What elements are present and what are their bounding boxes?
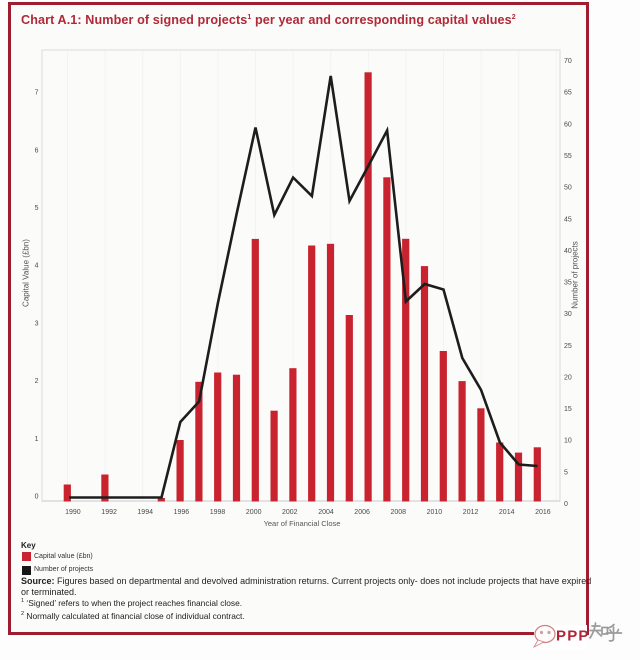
svg-text:1998: 1998 bbox=[210, 509, 226, 516]
svg-text:Year of Financial Close: Year of Financial Close bbox=[264, 519, 341, 528]
svg-text:55: 55 bbox=[564, 153, 572, 160]
svg-text:Capital Value (£bn): Capital Value (£bn) bbox=[22, 239, 31, 307]
svg-text:2016: 2016 bbox=[535, 509, 551, 516]
svg-text:1996: 1996 bbox=[174, 509, 190, 516]
svg-text:2002: 2002 bbox=[282, 509, 298, 516]
svg-text:50: 50 bbox=[564, 185, 572, 192]
svg-text:2000: 2000 bbox=[246, 509, 262, 516]
svg-text:5: 5 bbox=[564, 469, 568, 476]
svg-text:2006: 2006 bbox=[354, 509, 370, 516]
svg-text:70: 70 bbox=[564, 58, 572, 65]
svg-text:2012: 2012 bbox=[463, 509, 479, 516]
svg-text:30: 30 bbox=[564, 311, 572, 318]
svg-text:0: 0 bbox=[564, 501, 568, 508]
svg-text:2: 2 bbox=[35, 378, 39, 385]
svg-text:25: 25 bbox=[564, 343, 572, 350]
svg-text:10: 10 bbox=[564, 438, 572, 445]
svg-text:5: 5 bbox=[35, 205, 39, 212]
svg-text:20: 20 bbox=[564, 375, 572, 382]
svg-text:2014: 2014 bbox=[499, 509, 515, 516]
svg-text:60: 60 bbox=[564, 121, 572, 128]
svg-text:1994: 1994 bbox=[137, 509, 153, 516]
svg-text:45: 45 bbox=[564, 216, 572, 223]
svg-text:15: 15 bbox=[564, 406, 572, 413]
svg-text:1990: 1990 bbox=[65, 509, 81, 516]
svg-text:4: 4 bbox=[35, 263, 39, 270]
svg-text:Number of projects: Number of projects bbox=[571, 241, 580, 309]
svg-text:1: 1 bbox=[35, 436, 39, 443]
svg-text:0: 0 bbox=[35, 494, 39, 501]
svg-text:PPP: PPP bbox=[556, 628, 590, 645]
svg-text:1992: 1992 bbox=[101, 509, 117, 516]
svg-text:35: 35 bbox=[564, 280, 572, 287]
svg-text:3: 3 bbox=[35, 320, 39, 327]
svg-text:40: 40 bbox=[564, 248, 572, 255]
svg-text:2008: 2008 bbox=[391, 509, 407, 516]
svg-text:7: 7 bbox=[35, 90, 39, 97]
svg-text:2010: 2010 bbox=[427, 509, 443, 516]
svg-text:2004: 2004 bbox=[318, 509, 334, 516]
svg-text:6: 6 bbox=[35, 147, 39, 154]
svg-text:65: 65 bbox=[564, 90, 572, 97]
